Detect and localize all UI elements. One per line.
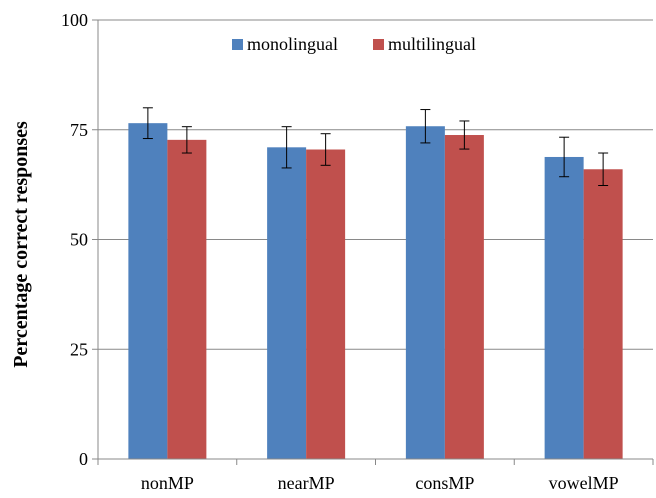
bar-multilingual-vowelMP: [583, 169, 623, 459]
bars: [128, 123, 623, 460]
bar-monolingual-nearMP: [267, 147, 307, 459]
x-tick-label-nonMP: nonMP: [141, 473, 194, 493]
x-tick-label-nearMP: nearMP: [278, 473, 335, 493]
legend-label-multilingual: multilingual: [388, 34, 476, 54]
x-tick-label-consMP: consMP: [415, 473, 474, 493]
bar-monolingual-nonMP: [128, 123, 168, 459]
y-axis-ticks: 0 25 50 75 100: [61, 10, 98, 469]
legend-swatch-multilingual: [373, 39, 384, 50]
bar-multilingual-nonMP: [167, 139, 207, 460]
bar-monolingual-vowelMP: [544, 156, 584, 459]
error-bars: [142, 107, 609, 187]
bar-multilingual-consMP: [444, 135, 484, 459]
bar-multilingual-nearMP: [306, 149, 346, 459]
legend: monolingual multilingual: [232, 34, 476, 54]
x-axis-ticks: nonMP nearMP consMP vowelMP: [97, 459, 654, 493]
y-tick-label: 75: [70, 120, 88, 140]
legend-swatch-monolingual: [232, 39, 243, 50]
y-tick-label: 100: [61, 10, 88, 30]
legend-label-monolingual: monolingual: [247, 34, 338, 54]
x-tick-label-vowelMP: vowelMP: [549, 473, 619, 493]
y-tick-label: 50: [70, 230, 88, 250]
bar-monolingual-consMP: [405, 126, 445, 459]
y-axis-title: Percentage correct responses: [10, 121, 32, 368]
y-tick-label: 25: [70, 339, 88, 359]
y-tick-label: 0: [79, 449, 88, 469]
